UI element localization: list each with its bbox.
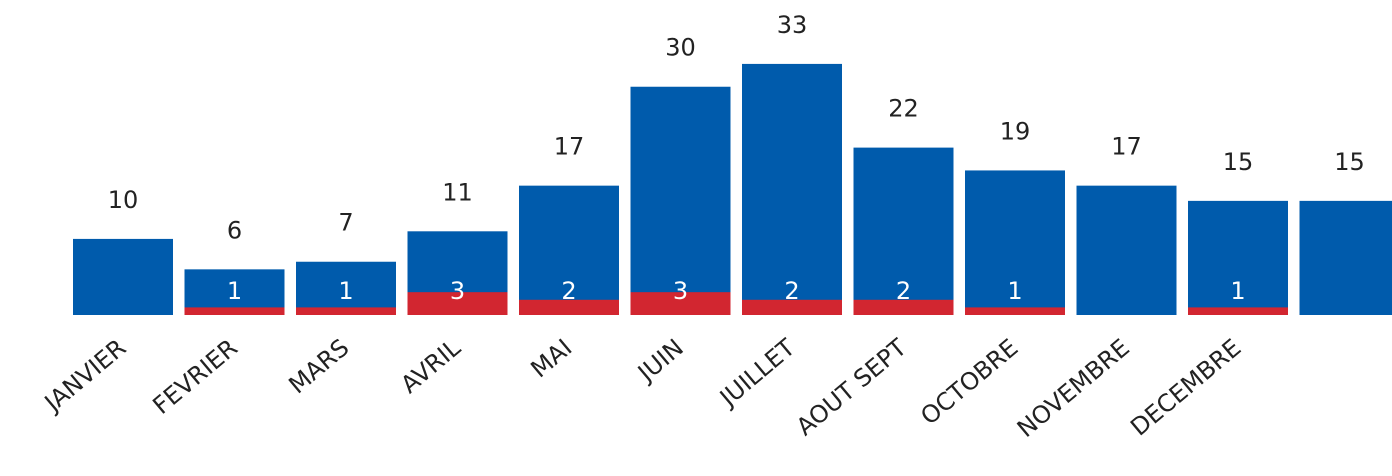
x-tick-label: OCTOBRE [915,334,1023,431]
sub-value-label: 1 [1007,277,1022,305]
sub-bar [965,307,1065,315]
bar [965,170,1065,315]
sub-value-label: 3 [673,277,688,305]
sub-bar [853,299,954,315]
sub-value-label: 1 [338,277,353,305]
sub-bar [296,307,396,315]
x-tick-label: JANVIER [38,334,131,419]
x-tick-label: DECEMBRE [1125,334,1246,442]
value-label: 6 [227,216,242,244]
sub-bar [407,292,508,315]
bar [1188,200,1288,315]
sub-bar [1188,307,1288,315]
bar [519,185,619,315]
value-label: 19 [1000,117,1031,145]
bar [1076,185,1177,315]
value-label: 15 [1334,148,1365,176]
sub-bar [630,292,731,315]
sub-value-label: 2 [784,277,799,305]
x-tick-label: FEVRIER [147,334,242,420]
sub-bar [184,307,285,315]
value-label: 7 [338,209,353,237]
sub-value-label: 1 [227,277,242,305]
sub-bar [519,299,619,315]
value-label: 10 [108,186,139,214]
bar [1299,200,1392,315]
sub-value-label: 3 [450,277,465,305]
x-tick-label: AOUT SEPT [791,333,912,441]
x-tick-label: JUILLET [713,333,800,413]
value-label: 15 [1223,148,1254,176]
value-label: 17 [1111,133,1142,161]
value-label: 17 [554,133,585,161]
value-label: 33 [777,11,808,39]
bar [742,63,842,316]
value-label: 30 [665,34,696,62]
bar [296,261,396,315]
bar [73,238,173,315]
sub-value-label: 1 [1230,277,1245,305]
bar [853,147,954,315]
x-tick-label: AVRIL [395,333,466,399]
value-label: 11 [442,178,473,206]
sub-value-label: 2 [561,277,576,305]
sub-bar [742,299,842,315]
x-tick-label: NOVEMBRE [1012,334,1135,444]
x-tick-label: JUIN [631,334,689,389]
bar [630,86,731,315]
x-tick-label: MARS [283,334,354,400]
sub-value-label: 2 [896,277,911,305]
x-tick-label: MAI [525,334,577,384]
value-label: 22 [888,95,919,123]
